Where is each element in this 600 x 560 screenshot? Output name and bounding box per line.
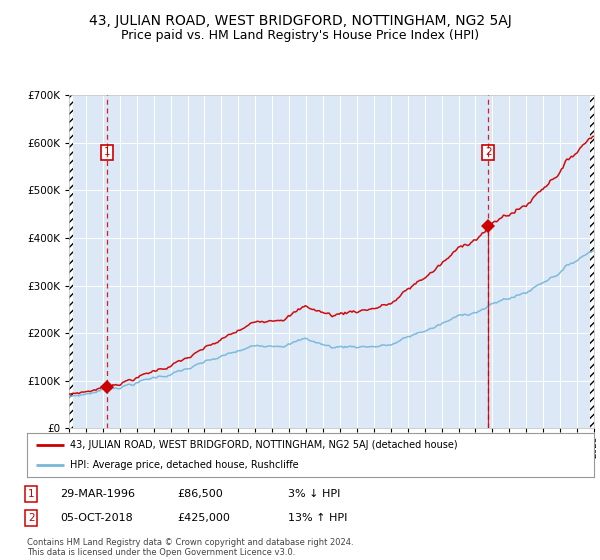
Text: £86,500: £86,500 [177,489,223,499]
Text: Contains HM Land Registry data © Crown copyright and database right 2024.
This d: Contains HM Land Registry data © Crown c… [27,538,353,557]
Text: 29-MAR-1996: 29-MAR-1996 [60,489,135,499]
Text: 13% ↑ HPI: 13% ↑ HPI [288,513,347,523]
Text: Price paid vs. HM Land Registry's House Price Index (HPI): Price paid vs. HM Land Registry's House … [121,29,479,42]
Text: 1: 1 [28,489,35,499]
Text: 43, JULIAN ROAD, WEST BRIDGFORD, NOTTINGHAM, NG2 5AJ: 43, JULIAN ROAD, WEST BRIDGFORD, NOTTING… [89,14,511,28]
Text: £425,000: £425,000 [177,513,230,523]
Text: 2: 2 [485,147,491,157]
Bar [590,95,594,428]
Bar [69,95,73,428]
Text: 2: 2 [28,513,35,523]
Text: 3% ↓ HPI: 3% ↓ HPI [288,489,340,499]
Text: HPI: Average price, detached house, Rushcliffe: HPI: Average price, detached house, Rush… [70,460,298,470]
Text: 05-OCT-2018: 05-OCT-2018 [60,513,133,523]
Text: 1: 1 [104,147,110,157]
Text: 43, JULIAN ROAD, WEST BRIDGFORD, NOTTINGHAM, NG2 5AJ (detached house): 43, JULIAN ROAD, WEST BRIDGFORD, NOTTING… [70,440,457,450]
